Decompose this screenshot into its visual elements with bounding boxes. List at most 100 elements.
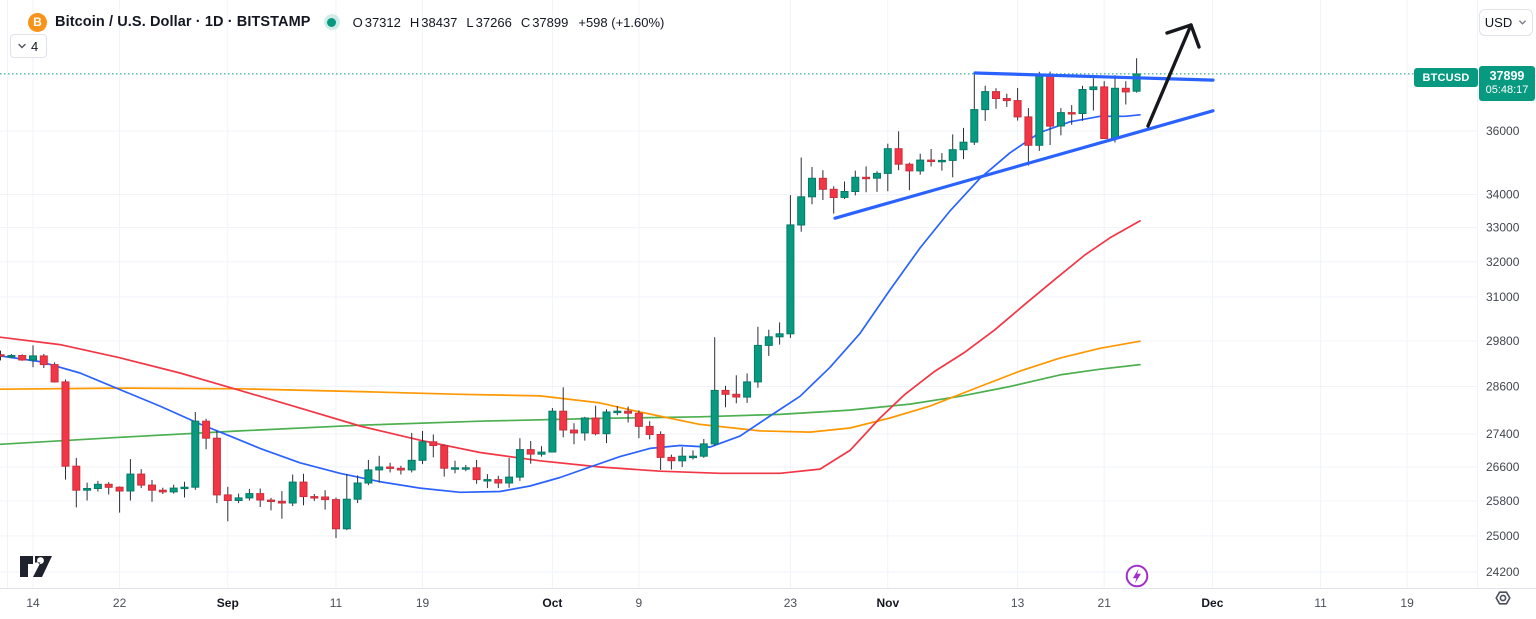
candle: [353, 482, 362, 500]
grid-lines: [0, 0, 1477, 588]
open-label: O: [352, 14, 363, 30]
time-tick-label: 14: [26, 596, 40, 610]
price-tick-label: 28600: [1486, 380, 1520, 394]
candle: [148, 484, 156, 491]
candle: [916, 159, 925, 172]
candle: [451, 467, 459, 470]
low-label: L: [466, 14, 474, 30]
arrow-head-icon: [1165, 23, 1201, 49]
candle: [461, 467, 470, 470]
candle: [797, 196, 806, 226]
candle: [948, 149, 957, 161]
candle: [169, 487, 178, 493]
candle: [342, 498, 351, 530]
trendline-resistance[interactable]: [973, 71, 1215, 82]
candle: [1111, 87, 1119, 139]
low-value: 37266: [475, 14, 512, 30]
candle: [256, 493, 265, 501]
candle: [580, 417, 589, 434]
candle: [645, 425, 654, 435]
candle: [624, 410, 633, 414]
symbol-title[interactable]: Bitcoin / U.S. Dollar · 1D · BITSTAMP: [55, 14, 311, 30]
candle: [883, 148, 892, 174]
change-value: +598 (+1.60%): [578, 14, 665, 30]
candle: [223, 494, 232, 501]
candle: [505, 476, 514, 484]
candle: [840, 191, 849, 198]
candle: [818, 177, 827, 190]
candle: [429, 441, 438, 446]
candle: [180, 486, 189, 490]
candle: [537, 451, 546, 455]
candle: [7, 355, 16, 358]
price-tick-label: 36000: [1486, 124, 1520, 138]
candle: [699, 443, 708, 457]
candle: [288, 481, 297, 504]
time-tick-label: 11: [330, 596, 343, 610]
price-tick-label: 33000: [1486, 221, 1520, 235]
candlestick-series: [0, 58, 1141, 539]
candle: [937, 159, 946, 163]
candle: [245, 493, 254, 499]
candle: [191, 420, 200, 488]
gear-icon[interactable]: [1493, 588, 1513, 608]
candle: [1089, 86, 1098, 91]
candle: [862, 176, 871, 180]
candle: [515, 449, 524, 478]
candle: [927, 159, 936, 163]
candle: [829, 188, 838, 199]
candle: [137, 473, 146, 486]
candle: [764, 336, 773, 346]
trendline-support[interactable]: [833, 109, 1215, 220]
currency-value: USD: [1484, 15, 1513, 30]
candle: [0, 354, 5, 357]
price-tick-label: 27400: [1486, 427, 1520, 441]
candle: [483, 479, 492, 482]
time-tick-label: Dec: [1201, 596, 1223, 610]
candle: [104, 483, 113, 488]
candle: [678, 455, 687, 462]
candle: [613, 410, 622, 414]
candle: [1046, 74, 1055, 127]
ma-line-sma-100: [0, 340, 1141, 433]
time-tick-label: 9: [636, 596, 643, 610]
tradingview-logo[interactable]: [18, 552, 54, 580]
candle: [959, 141, 968, 151]
candle: [299, 481, 308, 498]
candle: [851, 176, 860, 193]
bitcoin-icon: B: [28, 12, 47, 32]
arrow-up-drawing[interactable]: [1146, 23, 1193, 128]
price-tick-label: 24200: [1486, 565, 1520, 579]
ohlc-readout: O 37312 H 38437 L 37266 C 37899 +598 (+1.60%…: [353, 15, 665, 30]
candle: [212, 437, 221, 496]
last-price-countdown-label: 37899 05:48:17: [1479, 66, 1535, 101]
candle: [1056, 112, 1065, 127]
candle: [786, 224, 795, 335]
close-label: C: [520, 14, 531, 30]
lightning-boost-button[interactable]: [1125, 564, 1149, 588]
time-tick-label: Oct: [542, 596, 562, 610]
candle: [981, 91, 990, 111]
price-tick-label: 34000: [1486, 188, 1520, 202]
candle: [115, 486, 124, 492]
price-tick-label: 29800: [1486, 334, 1520, 348]
open-value: 37312: [364, 14, 401, 30]
candle: [732, 393, 741, 398]
time-axis[interactable]: 14 22 Sep 11 19 Oct 9 23 Nov 13 21 Dec 11 19: [26, 596, 1414, 610]
candle: [1121, 87, 1130, 93]
price-axis[interactable]: 36000 34000 33000 32000 31000 29800 28600 27400…: [1486, 124, 1520, 579]
candle: [321, 496, 330, 501]
candle: [396, 467, 405, 471]
indicators-count: 4: [31, 38, 39, 54]
candle: [602, 411, 611, 435]
ma-line-sma-50: [0, 220, 1141, 475]
candle: [29, 355, 37, 361]
candle: [418, 441, 427, 461]
time-tick-label: 13: [1011, 596, 1025, 610]
time-tick-label: 19: [1400, 596, 1414, 610]
currency-selector[interactable]: USD: [1479, 9, 1533, 36]
candle: [905, 163, 914, 172]
indicators-collapse-button[interactable]: 4: [10, 34, 48, 58]
trend-drawings[interactable]: [833, 23, 1215, 220]
